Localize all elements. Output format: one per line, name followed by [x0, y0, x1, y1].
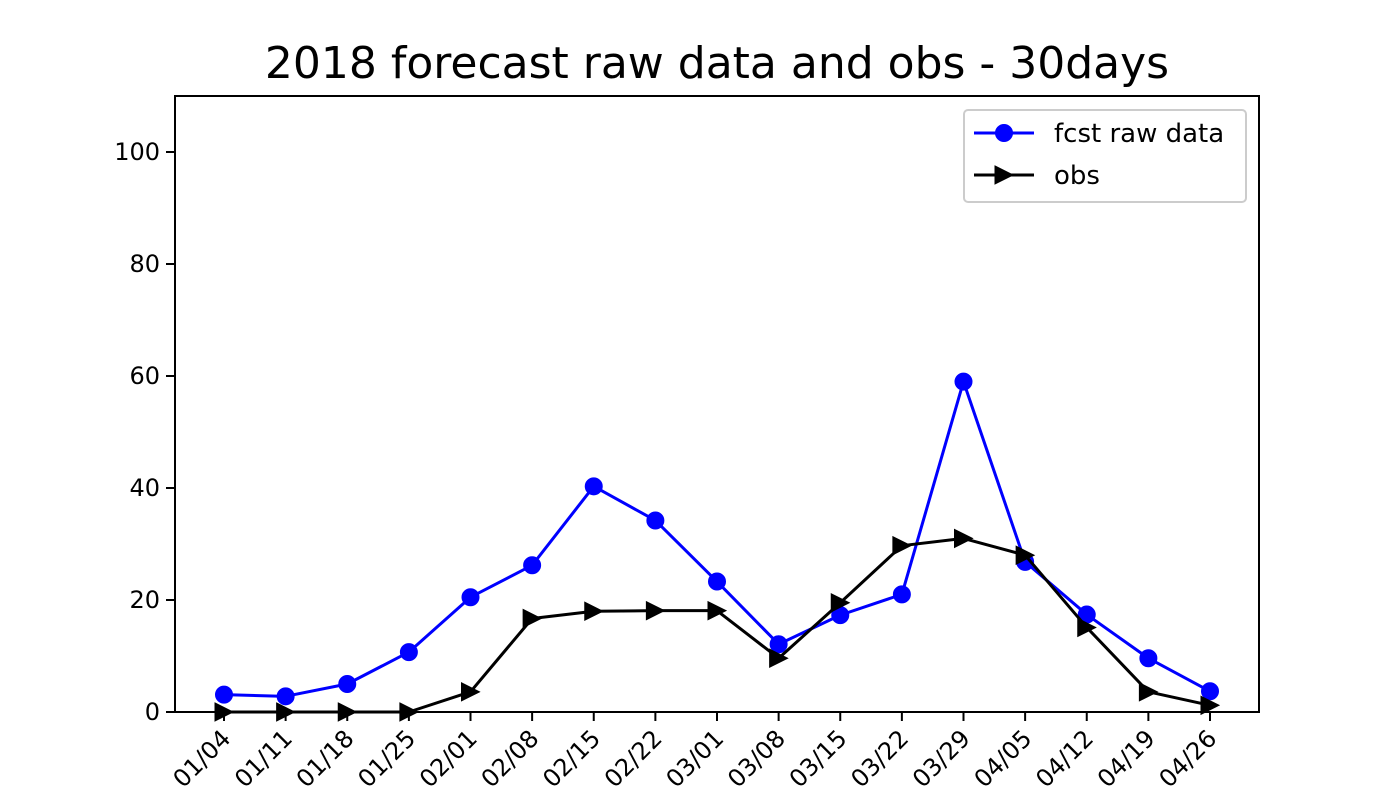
data-point-obs [769, 648, 789, 669]
data-point-obs [399, 702, 419, 722]
data-point-obs [1200, 695, 1221, 716]
data-point-fcst-raw-data [708, 572, 726, 591]
data-point-fcst-raw-data [461, 588, 480, 607]
data-point-fcst-raw-data [954, 372, 973, 391]
x-tick-label: 04/19 [1092, 724, 1161, 793]
data-point-obs [954, 528, 974, 549]
x-tick-label: 03/08 [722, 724, 791, 793]
data-point-fcst-raw-data [1139, 649, 1158, 668]
x-tick-label: 04/26 [1154, 724, 1223, 793]
data-point-obs [892, 535, 912, 556]
series-fcst-raw-data [215, 372, 1219, 706]
data-point-obs [1138, 682, 1159, 702]
legend-box [963, 109, 1247, 203]
data-point-fcst-raw-data [276, 687, 295, 706]
x-tick-label: 02/15 [537, 724, 606, 793]
legend-label: fcst raw data [1054, 119, 1224, 149]
x-tick-label: 01/25 [352, 724, 421, 793]
y-tick-label: 40 [129, 474, 160, 502]
data-point-obs [1015, 545, 1036, 566]
legend-marker [995, 124, 1013, 142]
x-tick-label: 03/22 [845, 724, 914, 793]
series-obs [214, 528, 1221, 722]
x-tick-label: 01/18 [291, 724, 360, 793]
x-tick-label: 03/29 [907, 724, 976, 793]
data-point-obs [707, 600, 728, 621]
x-tick-label: 04/12 [1030, 724, 1099, 793]
y-axis: 0 20 40 60 80 100 [114, 138, 175, 726]
data-point-obs [337, 702, 358, 722]
y-tick-label: 60 [129, 362, 160, 390]
legend-label: obs [1054, 161, 1100, 191]
data-point-obs [214, 702, 235, 722]
data-point-obs [830, 592, 851, 613]
series-line-fcst-raw-data [223, 380, 1211, 698]
series-layer [214, 372, 1221, 722]
x-tick-label: 01/04 [168, 724, 237, 793]
y-tick-label: 20 [129, 586, 160, 614]
legend-item-obs: obs [974, 161, 1100, 191]
legend: fcst raw data obs [963, 109, 1247, 203]
data-point-fcst-raw-data [1201, 682, 1219, 701]
data-point-obs [584, 601, 604, 622]
y-tick-label: 0 [145, 698, 160, 726]
data-point-fcst-raw-data [338, 675, 357, 693]
data-point-fcst-raw-data [523, 556, 542, 575]
data-point-obs [461, 682, 481, 702]
x-tick-label: 03/15 [784, 724, 853, 793]
data-point-obs [645, 600, 666, 621]
legend-marker [994, 165, 1015, 185]
x-tick-label: 02/01 [414, 724, 483, 793]
x-tick-label: 03/01 [661, 724, 730, 793]
x-tick-label: 04/05 [969, 724, 1038, 793]
data-point-fcst-raw-data [892, 585, 911, 604]
data-point-fcst-raw-data [584, 477, 603, 496]
chart-title: 2018 forecast raw data and obs - 30days [265, 38, 1169, 89]
data-point-obs [276, 702, 296, 722]
data-point-obs [522, 608, 543, 629]
data-point-fcst-raw-data [646, 511, 665, 530]
legend-item-fcst-raw-data: fcst raw data [974, 119, 1224, 149]
series-line-obs [224, 536, 1211, 714]
y-tick-label: 80 [129, 250, 160, 278]
data-point-fcst-raw-data [769, 635, 788, 654]
x-axis: 01/0401/1101/1801/2502/0102/0802/1502/22… [168, 712, 1223, 793]
x-tick-label: 02/08 [476, 724, 545, 793]
x-tick-label: 02/22 [599, 724, 668, 793]
data-point-obs [1077, 617, 1097, 638]
data-point-fcst-raw-data [399, 643, 418, 662]
data-point-fcst-raw-data [215, 685, 233, 704]
y-tick-label: 100 [114, 138, 160, 166]
x-tick-label: 01/11 [229, 724, 298, 793]
